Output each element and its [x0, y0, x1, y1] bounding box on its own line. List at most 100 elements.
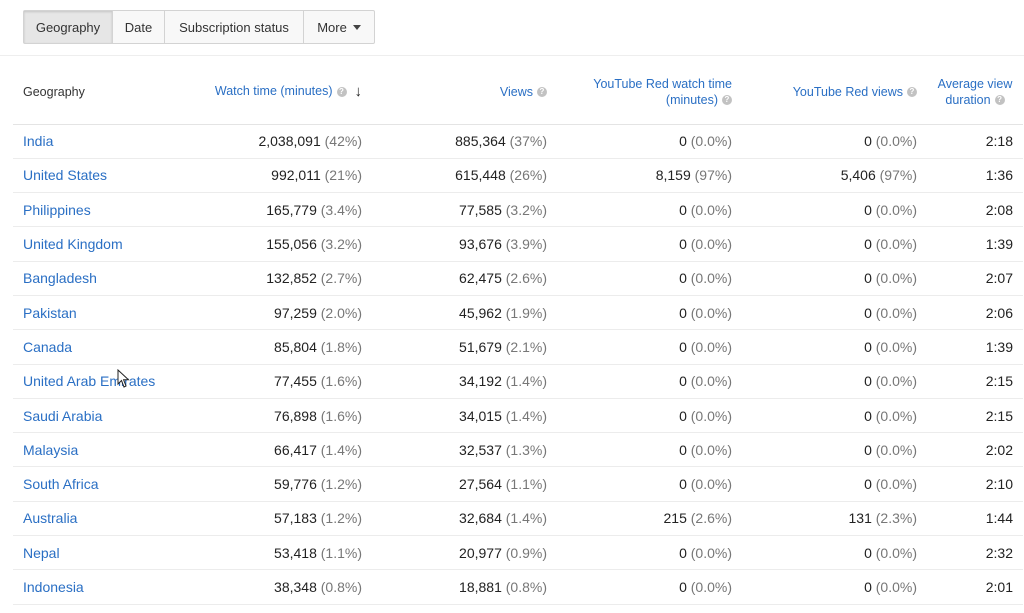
red-watch-time-cell: 0 (0.0%)	[557, 261, 742, 296]
views-cell-value: 885,364	[455, 133, 506, 150]
watch-time-cell-percent: (2.0%)	[320, 304, 362, 321]
geography-link[interactable]: United Arab Emirates	[13, 364, 180, 399]
column-header-views-label: Views	[499, 84, 533, 99]
column-header-avg-view-duration[interactable]: Average view duration?	[927, 60, 1023, 125]
watch-time-cell-percent: (1.2%)	[320, 476, 362, 493]
tab-date[interactable]: Date	[113, 11, 165, 43]
table-row: Indonesia 38,348 (0.8%) 18,881 (0.8%) 0 (0.…	[13, 569, 1023, 605]
views-cell-value: 20,977	[459, 544, 502, 561]
watch-time-cell-percent: (2.7%)	[320, 270, 362, 287]
tab-more[interactable]: More	[304, 11, 374, 43]
table-row: Malaysia 66,417 (1.4%) 32,537 (1.3%) 0 (0.0…	[13, 432, 1023, 468]
red-views-cell: 0 (0.0%)	[742, 364, 927, 399]
avg-duration-cell: 2:06	[927, 295, 1023, 331]
red-watch-time-cell: 215 (2.6%)	[557, 501, 742, 537]
red-views-cell: 0 (0.0%)	[742, 466, 927, 502]
geography-link[interactable]: Philippines	[13, 192, 180, 228]
watch-time-cell-value: 155,056	[266, 236, 317, 253]
red-views-cell: 131 (2.3%)	[742, 501, 927, 537]
watch-time-cell: 155,056 (3.2%)	[180, 226, 372, 262]
watch-time-cell-value: 165,779	[266, 201, 317, 218]
tab-subscription-status[interactable]: Subscription status	[165, 11, 304, 43]
watch-time-cell: 38,348 (0.8%)	[180, 569, 372, 605]
views-cell: 93,676 (3.9%)	[372, 226, 557, 262]
geography-link[interactable]: United States	[13, 158, 180, 194]
views-cell: 885,364 (37%)	[372, 124, 557, 159]
red-watch-time-cell-value: 8,159	[655, 167, 691, 184]
watch-time-cell-value: 992,011	[271, 167, 321, 184]
red-watch-time-cell-percent: (0.0%)	[690, 133, 732, 150]
geography-link[interactable]: Australia	[13, 501, 180, 537]
geography-link[interactable]: India	[13, 124, 180, 159]
table-row: South Africa 59,776 (1.2%) 27,564 (1.1%) 0 …	[13, 466, 1023, 502]
help-icon[interactable]: ?	[722, 95, 732, 106]
red-watch-time-cell-percent: (97%)	[694, 167, 732, 184]
watch-time-cell-percent: (3.2%)	[320, 236, 362, 253]
red-watch-time-cell-value: 0	[679, 441, 687, 458]
watch-time-cell-value: 66,417	[274, 441, 317, 458]
views-cell-value: 18,881	[459, 579, 502, 595]
tab-geography[interactable]: Geography	[24, 11, 113, 43]
views-cell-value: 93,676	[459, 236, 502, 253]
avg-duration-cell: 2:01	[927, 569, 1023, 605]
views-cell-percent: (1.4%)	[505, 373, 547, 390]
geography-link[interactable]: Pakistan	[13, 295, 180, 331]
red-watch-time-cell-value: 215	[663, 510, 687, 527]
red-watch-time-cell: 0 (0.0%)	[557, 432, 742, 468]
views-cell-percent: (1.4%)	[505, 510, 547, 527]
geography-link[interactable]: United Kingdom	[13, 226, 180, 262]
avg-duration-cell-value: 2:10	[985, 476, 1013, 493]
watch-time-cell-percent: (1.6%)	[320, 407, 362, 424]
column-header-red-views-label: YouTube Red views	[792, 84, 903, 99]
red-watch-time-cell-percent: (0.0%)	[690, 270, 732, 287]
red-watch-time-cell-percent: (0.0%)	[690, 338, 732, 355]
views-cell: 27,564 (1.1%)	[372, 466, 557, 502]
red-views-cell-percent: (97%)	[879, 167, 917, 184]
watch-time-cell-value: 53,418	[274, 544, 317, 561]
watch-time-cell: 132,852 (2.7%)	[180, 261, 372, 296]
geography-link-value: Philippines	[23, 201, 91, 218]
red-watch-time-cell-value: 0	[679, 373, 687, 390]
help-icon[interactable]: ?	[336, 86, 347, 97]
views-cell: 34,015 (1.4%)	[372, 398, 557, 434]
column-header-red-watch-time[interactable]: YouTube Red watch time (minutes)?	[557, 60, 742, 125]
red-watch-time-cell: 0 (0.0%)	[557, 398, 742, 434]
red-views-cell: 0 (0.0%)	[742, 261, 927, 296]
table-row: Philippines 165,779 (3.4%) 77,585 (3.2%) 0 …	[13, 192, 1023, 228]
watch-time-cell-value: 132,852	[266, 270, 317, 287]
geography-link[interactable]: Indonesia	[13, 569, 180, 605]
geography-link[interactable]: Nepal	[13, 535, 180, 571]
views-cell-percent: (1.1%)	[505, 476, 547, 493]
views-cell: 20,977 (0.9%)	[372, 535, 557, 571]
help-icon[interactable]: ?	[907, 87, 917, 98]
geography-link[interactable]: Malaysia	[13, 432, 180, 468]
column-header-views[interactable]: Views?	[372, 60, 557, 125]
column-header-geography[interactable]: Geography	[13, 60, 180, 125]
geography-link-value: Canada	[23, 338, 73, 355]
red-views-cell-percent: (0.0%)	[875, 441, 917, 458]
column-header-watch-time[interactable]: Watch time (minutes)? ↓	[180, 60, 372, 125]
table-row: United Kingdom 155,056 (3.2%) 93,676 (3.9%…	[13, 226, 1023, 262]
red-views-cell-percent: (0.0%)	[875, 407, 917, 424]
help-icon[interactable]: ?	[994, 95, 1005, 106]
watch-time-cell-percent: (1.4%)	[320, 441, 362, 458]
geography-link[interactable]: Canada	[13, 329, 180, 365]
avg-duration-cell-value: 2:06	[985, 304, 1013, 321]
table-row: Canada 85,804 (1.8%) 51,679 (2.1%) 0 (0.0%)…	[13, 329, 1023, 365]
geography-link[interactable]: Saudi Arabia	[13, 398, 180, 434]
red-watch-time-cell-percent: (0.0%)	[690, 441, 732, 458]
geography-link[interactable]: Bangladesh	[13, 261, 180, 296]
column-header-red-views[interactable]: YouTube Red views?	[742, 60, 927, 125]
avg-duration-cell-value: 2:32	[985, 544, 1013, 561]
geography-link-value: Indonesia	[23, 579, 84, 595]
avg-duration-cell: 2:15	[927, 398, 1023, 434]
watch-time-cell: 66,417 (1.4%)	[180, 432, 372, 468]
red-watch-time-cell-percent: (0.0%)	[690, 476, 732, 493]
geography-link[interactable]: South Africa	[13, 466, 180, 502]
watch-time-cell-percent: (1.1%)	[320, 544, 362, 561]
column-header-red-watch-time-label: YouTube Red watch time (minutes)	[593, 76, 732, 107]
table-row: Saudi Arabia 76,898 (1.6%) 34,015 (1.4%) 0 …	[13, 398, 1023, 434]
red-watch-time-cell-value: 0	[679, 407, 687, 424]
help-icon[interactable]: ?	[537, 87, 547, 98]
sort-descending-icon[interactable]: ↓	[354, 83, 363, 101]
